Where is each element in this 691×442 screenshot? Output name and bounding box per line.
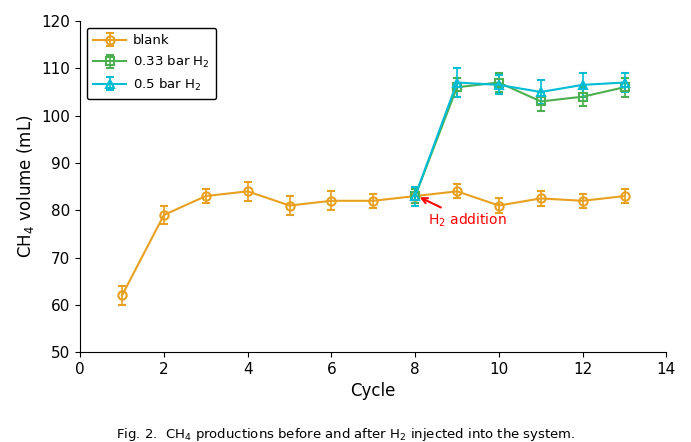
Text: H$_2$ addition: H$_2$ addition (422, 198, 507, 229)
Text: Fig. 2.  CH$_4$ productions before and after H$_2$ injected into the system.: Fig. 2. CH$_4$ productions before and af… (115, 426, 576, 442)
Y-axis label: CH$_4$ volume (mL): CH$_4$ volume (mL) (15, 115, 36, 258)
Legend: blank, 0.33 bar H$_2$, 0.5 bar H$_2$: blank, 0.33 bar H$_2$, 0.5 bar H$_2$ (87, 27, 216, 99)
X-axis label: Cycle: Cycle (350, 382, 396, 400)
